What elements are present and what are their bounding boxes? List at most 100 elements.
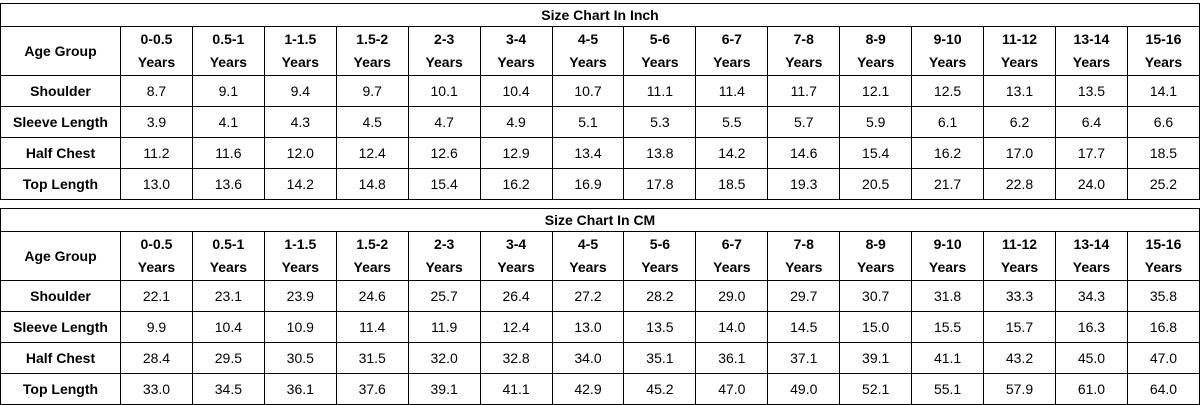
measurement-value: 14.2 <box>263 168 337 200</box>
age-range: 6-7 <box>721 236 742 252</box>
measurement-value: 12.4 <box>335 137 409 169</box>
measurement-value: 9.7 <box>335 75 409 107</box>
measurement-value: 12.9 <box>479 137 553 169</box>
age-range: 5-6 <box>649 236 671 252</box>
measurement-value: 25.2 <box>1126 168 1200 200</box>
measurement-value: 31.8 <box>911 280 985 312</box>
age-range: 15-16 <box>1145 31 1182 47</box>
age-unit: Years <box>497 54 535 70</box>
measurement-value: 24.6 <box>335 280 409 312</box>
measurement-value: 8.7 <box>120 75 193 107</box>
age-unit: Years <box>353 54 391 70</box>
measurement-value: 11.7 <box>767 75 841 107</box>
measurement-value: 14.0 <box>695 311 769 343</box>
measurement-label: Sleeve Length <box>0 106 121 138</box>
age-unit: Years <box>1144 259 1183 275</box>
measurement-value: 18.5 <box>1126 137 1200 169</box>
table-row: Sleeve Length 9.9 10.4 10.9 11.4 11.9 12.4 13.0… <box>0 311 1200 343</box>
table-title-row: Size Chart In Inch <box>0 3 1200 27</box>
age-group-header: 15-16 Years <box>1126 231 1200 281</box>
measurement-value: 11.9 <box>407 311 481 343</box>
age-range: 0.5-1 <box>212 31 245 47</box>
measurement-value: 14.6 <box>767 137 841 169</box>
age-group-header: 13-14 Years <box>1054 26 1128 76</box>
measurement-value: 29.0 <box>695 280 769 312</box>
age-group-header: 1.5-2 Years <box>335 231 409 281</box>
age-group-header: 9-10 Years <box>911 26 985 76</box>
age-range: 2-3 <box>434 236 455 252</box>
measurement-value: 12.5 <box>911 75 985 107</box>
size-chart-cm-table: Size Chart In CM Age Group 0-0.5 Years 0.5… <box>0 208 1200 405</box>
measurement-label: Shoulder <box>0 280 121 312</box>
measurement-value: 13.6 <box>191 168 265 200</box>
age-group-header: 0-0.5 Years <box>120 231 193 281</box>
age-unit: Years <box>425 259 463 275</box>
measurement-value: 10.9 <box>263 311 337 343</box>
age-group-label: Age Group <box>0 26 121 76</box>
age-unit: Years <box>1000 259 1039 275</box>
age-unit: Years <box>785 259 823 275</box>
age-range: 4-5 <box>577 31 599 47</box>
measurement-value: 13.0 <box>551 311 625 343</box>
measurement-value: 16.8 <box>1126 311 1200 343</box>
measurement-value: 5.1 <box>551 106 625 138</box>
age-range: 13-14 <box>1073 31 1110 47</box>
table-row: Top Length 13.0 13.6 14.2 14.8 15.4 16.2 16.9 17… <box>0 168 1200 200</box>
measurement-value: 39.1 <box>839 342 913 374</box>
measurement-value: 17.8 <box>623 168 697 200</box>
measurement-label: Half Chest <box>0 342 121 374</box>
age-range: 1-1.5 <box>284 236 317 252</box>
age-range: 3-4 <box>505 31 527 47</box>
age-group-label: Age Group <box>0 231 121 281</box>
measurement-value: 20.5 <box>839 168 913 200</box>
measurement-value: 47.0 <box>1126 342 1200 374</box>
age-range: 0-0.5 <box>140 236 173 252</box>
measurement-value: 34.0 <box>551 342 625 374</box>
measurement-value: 15.7 <box>983 311 1056 343</box>
age-group-header: 9-10 Years <box>911 231 985 281</box>
size-chart-inch-table: Size Chart In Inch Age Group 0-0.5 Years 0… <box>0 3 1200 200</box>
measurement-value: 13.4 <box>551 137 625 169</box>
measurement-value: 14.5 <box>767 311 841 343</box>
table-title-row: Size Chart In CM <box>0 208 1200 232</box>
age-range: 5-6 <box>649 31 671 47</box>
age-unit: Years <box>856 54 895 70</box>
measurement-value: 28.2 <box>623 280 697 312</box>
table-row: Half Chest 28.4 29.5 30.5 31.5 32.0 32.8 34.0 35… <box>0 342 1200 374</box>
age-range: 0-0.5 <box>140 31 173 47</box>
age-group-header: 11-12 Years <box>983 231 1056 281</box>
measurement-value: 11.6 <box>191 137 265 169</box>
age-unit: Years <box>209 259 248 275</box>
age-group-header: 2-3 Years <box>407 26 481 76</box>
measurement-value: 29.5 <box>191 342 265 374</box>
age-unit: Years <box>785 54 823 70</box>
age-range: 7-8 <box>793 31 814 47</box>
age-group-header-row: Age Group 0-0.5 Years 0.5-1 Years 1-1.5 Years… <box>0 231 1200 281</box>
age-unit: Years <box>713 54 751 70</box>
measurement-value: 13.1 <box>983 75 1056 107</box>
age-unit: Years <box>928 259 967 275</box>
age-group-header: 15-16 Years <box>1126 26 1200 76</box>
age-range: 13-14 <box>1073 236 1110 252</box>
age-range: 4-5 <box>577 236 599 252</box>
measurement-value: 24.0 <box>1054 168 1128 200</box>
age-range: 8-9 <box>865 236 886 252</box>
age-range: 0.5-1 <box>212 236 245 252</box>
measurement-label: Shoulder <box>0 75 121 107</box>
measurement-value: 14.1 <box>1126 75 1200 107</box>
measurement-label: Top Length <box>0 168 121 200</box>
measurement-value: 19.3 <box>767 168 841 200</box>
measurement-value: 21.7 <box>911 168 985 200</box>
measurement-value: 16.3 <box>1054 311 1128 343</box>
measurement-value: 11.4 <box>695 75 769 107</box>
measurement-value: 4.3 <box>263 106 337 138</box>
age-group-header: 7-8 Years <box>767 26 841 76</box>
age-unit: Years <box>928 54 967 70</box>
age-range: 2-3 <box>434 31 455 47</box>
age-group-header: 1-1.5 Years <box>263 26 337 76</box>
age-group-header: 7-8 Years <box>767 231 841 281</box>
age-range: 15-16 <box>1145 236 1182 252</box>
age-unit: Years <box>353 259 391 275</box>
measurement-value: 27.2 <box>551 280 625 312</box>
measurement-value: 12.6 <box>407 137 481 169</box>
